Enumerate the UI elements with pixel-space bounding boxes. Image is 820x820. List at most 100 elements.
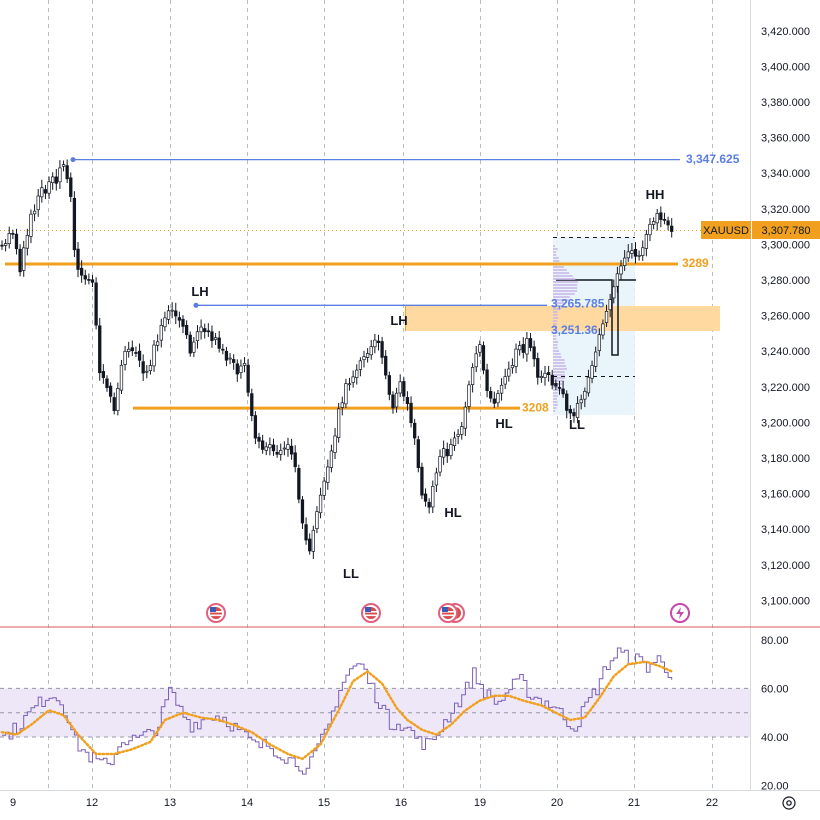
candle-up (192, 341, 196, 353)
candle-down (112, 397, 116, 411)
volume-profile-bar (553, 308, 562, 310)
lightning-icon[interactable] (670, 603, 690, 623)
candle-down (98, 325, 102, 374)
candle-up (337, 408, 341, 438)
volume-profile-bar (553, 389, 562, 391)
candle-down (87, 279, 91, 281)
price-tick-label: 3,280.000 (761, 275, 810, 287)
candle-up (514, 348, 518, 367)
rsi-line (2, 647, 673, 775)
candle-down (260, 440, 265, 450)
candle-up (518, 345, 522, 351)
volume-profile-bar (553, 365, 567, 367)
volume-profile-bar (553, 329, 558, 331)
candle-down (76, 248, 80, 270)
candle-up (597, 334, 601, 352)
gear-icon[interactable] (782, 796, 796, 810)
candle-down (528, 338, 533, 348)
candle-up (431, 485, 435, 508)
candle-down (257, 436, 261, 442)
candle-up (641, 247, 645, 256)
price-axis[interactable]: 3,100.000 3,120.000 3,140.000 3,160.000 3,18… (761, 26, 810, 608)
candle-up (539, 376, 544, 379)
candle-up (156, 341, 160, 346)
candle-up (365, 353, 370, 358)
candle-up (612, 286, 616, 299)
volume-profile-bar (553, 383, 563, 385)
candle-up (467, 384, 471, 407)
candle-down (380, 341, 384, 358)
rsi-ma-line (0, 660, 673, 761)
volume-profile-bar (553, 341, 559, 343)
candle-up (543, 372, 547, 378)
candle-down (224, 350, 229, 361)
candle-down (221, 348, 225, 351)
candle-up (47, 181, 51, 194)
volume-profile-bar (553, 359, 565, 361)
candle-up (242, 363, 247, 366)
last-price-tag (752, 221, 820, 239)
us-flag-icon[interactable] (206, 603, 226, 623)
candle-up (318, 494, 323, 514)
volume-profile-bar (553, 350, 560, 352)
candle-down (561, 388, 565, 395)
candle-down (177, 317, 182, 321)
time-axis[interactable]: 9 12 13 14 15 16 19 20 21 22 (10, 797, 718, 809)
candle-down (405, 397, 410, 405)
volume-profile-bar (553, 293, 575, 295)
candle-down (188, 334, 192, 354)
candle-up (127, 348, 131, 352)
candle-up (478, 344, 482, 353)
candle-down (105, 378, 109, 389)
candle-down (304, 524, 308, 541)
candle-down (206, 330, 210, 333)
candle-up (579, 399, 583, 404)
candle-down (550, 374, 554, 386)
candle-down (69, 177, 73, 197)
rsi-axis[interactable]: 20.00 40.00 60.00 80.00 (761, 635, 789, 793)
candle-down (481, 345, 486, 371)
us-flag-icon[interactable] (361, 603, 381, 623)
candle-up (463, 406, 468, 429)
candle-down (546, 372, 551, 375)
candle-down (565, 393, 569, 411)
candle-down (384, 355, 388, 376)
us-flag-icon[interactable] (438, 603, 458, 623)
candle-down (568, 408, 572, 414)
volume-profile-bar (553, 377, 566, 379)
volume-profile-bar (553, 290, 577, 292)
level-label-3208: 3208 (522, 400, 549, 414)
candle-up (470, 367, 475, 385)
candle-down (137, 350, 142, 361)
candle-down (11, 232, 15, 235)
candle-up (311, 529, 315, 552)
candle-down (184, 324, 189, 336)
candle-up (3, 243, 8, 246)
volume-profile-bar (553, 353, 561, 355)
candle-down (536, 358, 540, 378)
volume-profile-bar (553, 254, 557, 256)
candle-down (235, 363, 239, 375)
volume-profile-bar (553, 278, 576, 280)
price-tick-label: 3,200.000 (761, 417, 810, 429)
level-label-3251: 3,251.36 (551, 323, 598, 337)
candle-down (43, 189, 48, 194)
candle-up (344, 383, 348, 405)
candle-up (326, 466, 330, 483)
volume-profile-bar (553, 410, 556, 412)
volume-profile-bar (553, 299, 569, 301)
symbol-label: XAUUSD (703, 225, 749, 237)
candle-up (507, 368, 511, 377)
candle-down (210, 331, 214, 341)
volume-profile-bar (553, 356, 562, 358)
volume-profile-bar (553, 392, 558, 394)
volume-profile-bar (553, 386, 561, 388)
time-tick-label: 21 (628, 797, 640, 809)
time-tick-label: 14 (241, 797, 253, 809)
candle-up (449, 444, 453, 457)
swing-label-lh: LH (390, 313, 407, 328)
candle-up (333, 435, 337, 453)
candle-down (271, 444, 276, 452)
candle-up (474, 353, 478, 368)
